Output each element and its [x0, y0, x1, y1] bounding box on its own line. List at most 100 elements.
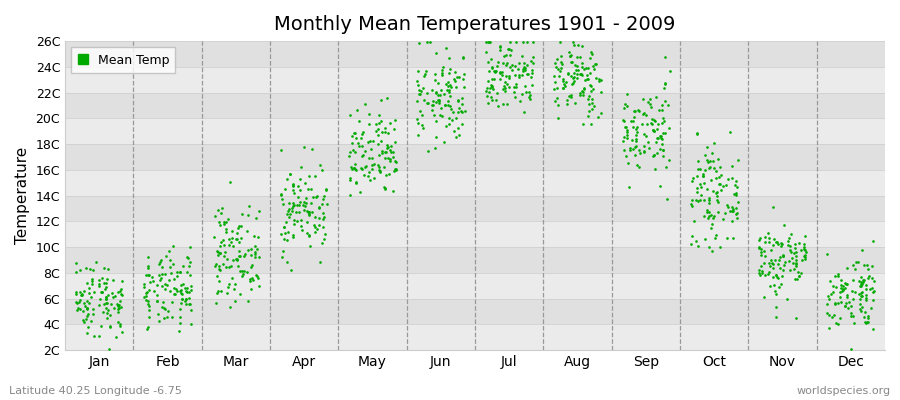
Point [452, 74, 466, 81]
Point [752, 235, 767, 242]
Point [182, 289, 196, 295]
Point [410, 98, 425, 104]
Point [505, 67, 519, 73]
Point [107, 304, 122, 311]
Point [285, 207, 300, 214]
Point [435, 113, 449, 119]
Point [163, 288, 177, 294]
Point [379, 172, 393, 179]
Point [516, 38, 530, 45]
Point [301, 208, 315, 214]
Point [831, 270, 845, 277]
Point [706, 165, 721, 172]
Point [726, 191, 741, 198]
Point [766, 242, 780, 249]
Point [709, 168, 724, 174]
Point [220, 283, 235, 290]
Point [306, 222, 320, 228]
Point [636, 148, 651, 155]
Point [208, 263, 222, 269]
Point [498, 88, 512, 94]
Point [442, 88, 456, 95]
Point [142, 314, 157, 320]
Point [173, 306, 187, 312]
Point [92, 332, 106, 339]
Point [823, 296, 837, 302]
Point [770, 272, 784, 278]
Point [298, 180, 312, 187]
Point [853, 278, 868, 285]
Point [382, 155, 396, 161]
Point [728, 182, 742, 188]
Point [480, 93, 494, 100]
Point [824, 291, 838, 297]
Point [707, 139, 722, 146]
Point [625, 136, 639, 143]
Point [755, 268, 770, 274]
Point [104, 289, 119, 296]
Point [294, 227, 309, 234]
Point [217, 242, 231, 248]
Point [439, 87, 454, 94]
Point [166, 261, 181, 267]
Point [563, 94, 578, 100]
Point [515, 91, 529, 98]
Point [175, 290, 189, 296]
Point [788, 266, 802, 272]
Point [485, 65, 500, 71]
Point [248, 253, 263, 260]
Point [212, 263, 226, 270]
Point [141, 253, 156, 260]
Point [509, 38, 524, 45]
Point [650, 126, 664, 132]
Point [577, 86, 591, 92]
Point [175, 290, 189, 297]
Point [363, 177, 377, 183]
Point [711, 209, 725, 215]
Point [550, 56, 564, 62]
Point [519, 70, 534, 77]
Point [508, 94, 522, 100]
Point [774, 281, 788, 287]
Point [617, 118, 632, 125]
Point [182, 263, 196, 270]
Point [112, 308, 126, 315]
Point [88, 259, 103, 266]
Point [706, 150, 720, 156]
Point [703, 158, 717, 164]
Point [861, 319, 876, 326]
Point [166, 284, 181, 291]
Point [583, 54, 598, 61]
Point [347, 166, 362, 172]
Point [658, 98, 672, 104]
Point [585, 105, 599, 112]
Point [712, 174, 726, 181]
Point [234, 223, 248, 230]
Point [140, 326, 155, 332]
Point [513, 98, 527, 104]
Point [95, 309, 110, 315]
Point [629, 132, 643, 139]
Point [499, 62, 513, 68]
Point [714, 172, 728, 178]
Point [94, 275, 109, 282]
Point [658, 80, 672, 87]
Point [493, 69, 508, 76]
Point [771, 284, 786, 290]
Point [282, 207, 296, 214]
Point [566, 74, 580, 80]
Point [710, 196, 724, 203]
Point [287, 221, 302, 228]
Point [497, 52, 511, 59]
Point [752, 270, 766, 277]
Point [450, 74, 464, 80]
Point [74, 292, 88, 298]
Point [642, 145, 656, 151]
Point [166, 291, 181, 298]
Point [174, 282, 188, 288]
Point [585, 51, 599, 58]
Point [238, 251, 252, 258]
Point [211, 252, 225, 258]
Point [345, 133, 359, 140]
Point [224, 235, 238, 241]
